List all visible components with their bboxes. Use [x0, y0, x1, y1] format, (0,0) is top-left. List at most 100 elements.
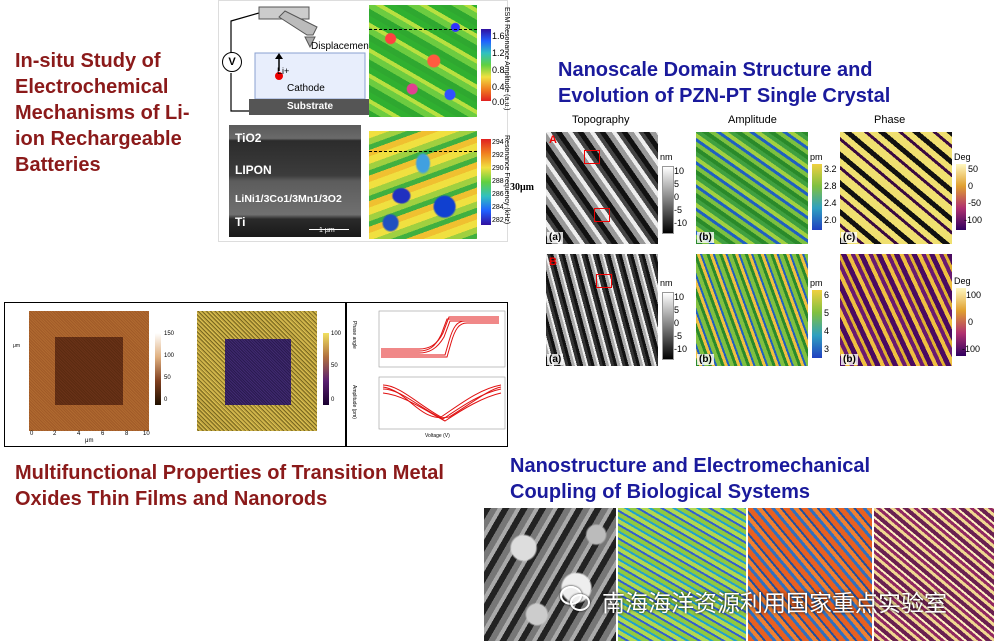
- insitu-title-line: ion Rechargeable: [15, 128, 182, 150]
- topo-tick: -10: [674, 344, 688, 354]
- pznpt-figure: Topography Amplitude Phase 30μm A (a) nm…: [510, 112, 983, 374]
- tmo-colorbar-left: [155, 333, 161, 405]
- bio-topography-image: [484, 508, 616, 641]
- amp-tick: 3.2: [824, 164, 837, 174]
- tmo-phase-map: [197, 311, 317, 431]
- amplitude-axis-label: ESM Resonance Amplitude (a.u.): [503, 7, 510, 111]
- tmo-topo-map: [29, 311, 149, 431]
- scale-bar: [309, 229, 349, 230]
- layer-lipon: LIPON: [235, 163, 272, 177]
- amp-tick: 0.4: [492, 82, 505, 92]
- region-marker: A: [549, 134, 557, 146]
- layer-tio2: TiO2: [235, 131, 262, 145]
- phase-tick: 0: [968, 181, 974, 191]
- freq-tick: 294: [492, 139, 504, 146]
- phase-unit: Deg: [954, 152, 971, 162]
- amp-tick: 1.6: [492, 31, 505, 41]
- frequency-axis-label: Resonance Frequency (kHz): [503, 135, 510, 225]
- pznpt-title: Nanoscale Domain Structure and Evolution…: [558, 57, 978, 109]
- subfig-label: (a): [547, 354, 564, 365]
- insitu-title-line: Electrochemical: [15, 76, 169, 98]
- tmo-cbar-tick: 150: [164, 331, 175, 337]
- topo-colorbar-1: [662, 166, 674, 234]
- phase-tick: 100: [966, 290, 982, 300]
- amp-tick: 4: [824, 326, 830, 336]
- subfig-label: (b): [697, 232, 714, 243]
- amplitude-map-2: (b): [696, 254, 808, 366]
- loop-xlabel: Voltage (V): [425, 433, 450, 439]
- topography-map-1: A (a): [546, 132, 658, 244]
- amp-unit: pm: [810, 278, 823, 288]
- topo-tick: -5: [674, 331, 683, 341]
- layer-ti: Ti: [235, 215, 246, 229]
- panel-divider: [345, 303, 347, 446]
- amp-tick: 0.0: [492, 97, 505, 107]
- freq-tick: 282: [492, 217, 504, 224]
- col-header-phase: Phase: [874, 114, 906, 126]
- bio-title-line: Nanostructure and Electromechanical: [510, 455, 871, 477]
- loop-bottom-ylabel: Amplitude (pm): [351, 385, 357, 419]
- freq-tick: 288: [492, 178, 504, 185]
- phase-map-1: (c): [840, 132, 952, 244]
- topo-tick: -5: [674, 205, 683, 215]
- topo-unit: nm: [660, 152, 673, 162]
- tmo-colorbar-right: [323, 333, 329, 405]
- phase-colorbar-2: [956, 288, 966, 356]
- battery-figure: V Displacement Li+ Cathode Substrate TiO…: [218, 0, 510, 242]
- phase-tick: -100: [964, 215, 983, 225]
- amp-colorbar-2: [812, 290, 822, 358]
- insitu-title-line: Batteries: [15, 154, 101, 176]
- subfig-label: (a): [547, 232, 564, 243]
- subfig-label: (c): [841, 232, 858, 243]
- tmo-yunit: μm: [13, 343, 21, 349]
- phase-tick: 50: [968, 164, 979, 174]
- insitu-title-line: Mechanisms of Li-: [15, 102, 190, 124]
- voltage-icon: V: [222, 52, 242, 72]
- tmo-xtick: 0: [30, 431, 34, 437]
- pznpt-title-line: Nanoscale Domain Structure and: [558, 59, 873, 81]
- topo-tick: 10: [674, 292, 685, 302]
- wechat-icon: [560, 586, 590, 611]
- phase-colorbar-1: [956, 164, 966, 230]
- scale-bar-label: 1 µm: [319, 227, 335, 234]
- phase-tick: -100: [962, 344, 981, 354]
- resonance-frequency-map: [369, 131, 477, 239]
- freq-tick: 290: [492, 165, 504, 172]
- topo-tick: 0: [674, 318, 680, 328]
- tmo-cbar-tick: 100: [331, 331, 342, 337]
- bio-domain-map: [874, 508, 994, 641]
- amp-tick: 0.8: [492, 65, 505, 75]
- phase-tick: -50: [968, 198, 982, 208]
- topo-colorbar-2: [662, 292, 674, 360]
- tmo-xtick: 4: [77, 431, 81, 437]
- amplitude-loop: [378, 376, 506, 430]
- tmo-cbar-tick: 50: [164, 375, 171, 381]
- tmo-figure: μm 0 2 4 6 8 10 μm 150 100 50 0 100 50 0: [4, 302, 508, 447]
- phase-tick: 0: [968, 317, 974, 327]
- amp-tick: 5: [824, 308, 830, 318]
- tmo-cbar-tick: 0: [164, 397, 168, 403]
- bio-title: Nanostructure and Electromechanical Coup…: [510, 453, 930, 505]
- tmo-cbar-tick: 50: [331, 363, 338, 369]
- topography-map-2: B (a): [546, 254, 658, 366]
- row-scale-label: 30μm: [510, 182, 534, 193]
- amp-tick: 2.4: [824, 198, 837, 208]
- bio-title-line: Coupling of Biological Systems: [510, 481, 811, 503]
- insitu-title: In-situ Study of Electrochemical Mechani…: [15, 48, 215, 178]
- amp-tick: 3: [824, 344, 830, 354]
- layer-nmc: LiNi1/3Co1/3Mn1/3O2: [235, 193, 342, 205]
- tmo-cbar-tick: 0: [331, 397, 335, 403]
- afm-schematic: [230, 6, 369, 115]
- amplitude-colorbar: [481, 29, 491, 101]
- cathode-label: Cathode: [287, 83, 325, 94]
- amp-tick: 1.2: [492, 48, 505, 58]
- amplitude-map-1: (b): [696, 132, 808, 244]
- tmo-title: Multifunctional Properties of Transition…: [15, 460, 495, 512]
- insitu-title-line: In-situ Study of: [15, 50, 161, 72]
- pznpt-title-line: Evolution of PZN-PT Single Crystal: [558, 85, 891, 107]
- region-marker: B: [549, 256, 557, 268]
- frequency-colorbar: [481, 139, 491, 225]
- esm-amplitude-map: [369, 5, 477, 117]
- tmo-xtick: 6: [101, 431, 105, 437]
- tmo-xtick: 8: [125, 431, 129, 437]
